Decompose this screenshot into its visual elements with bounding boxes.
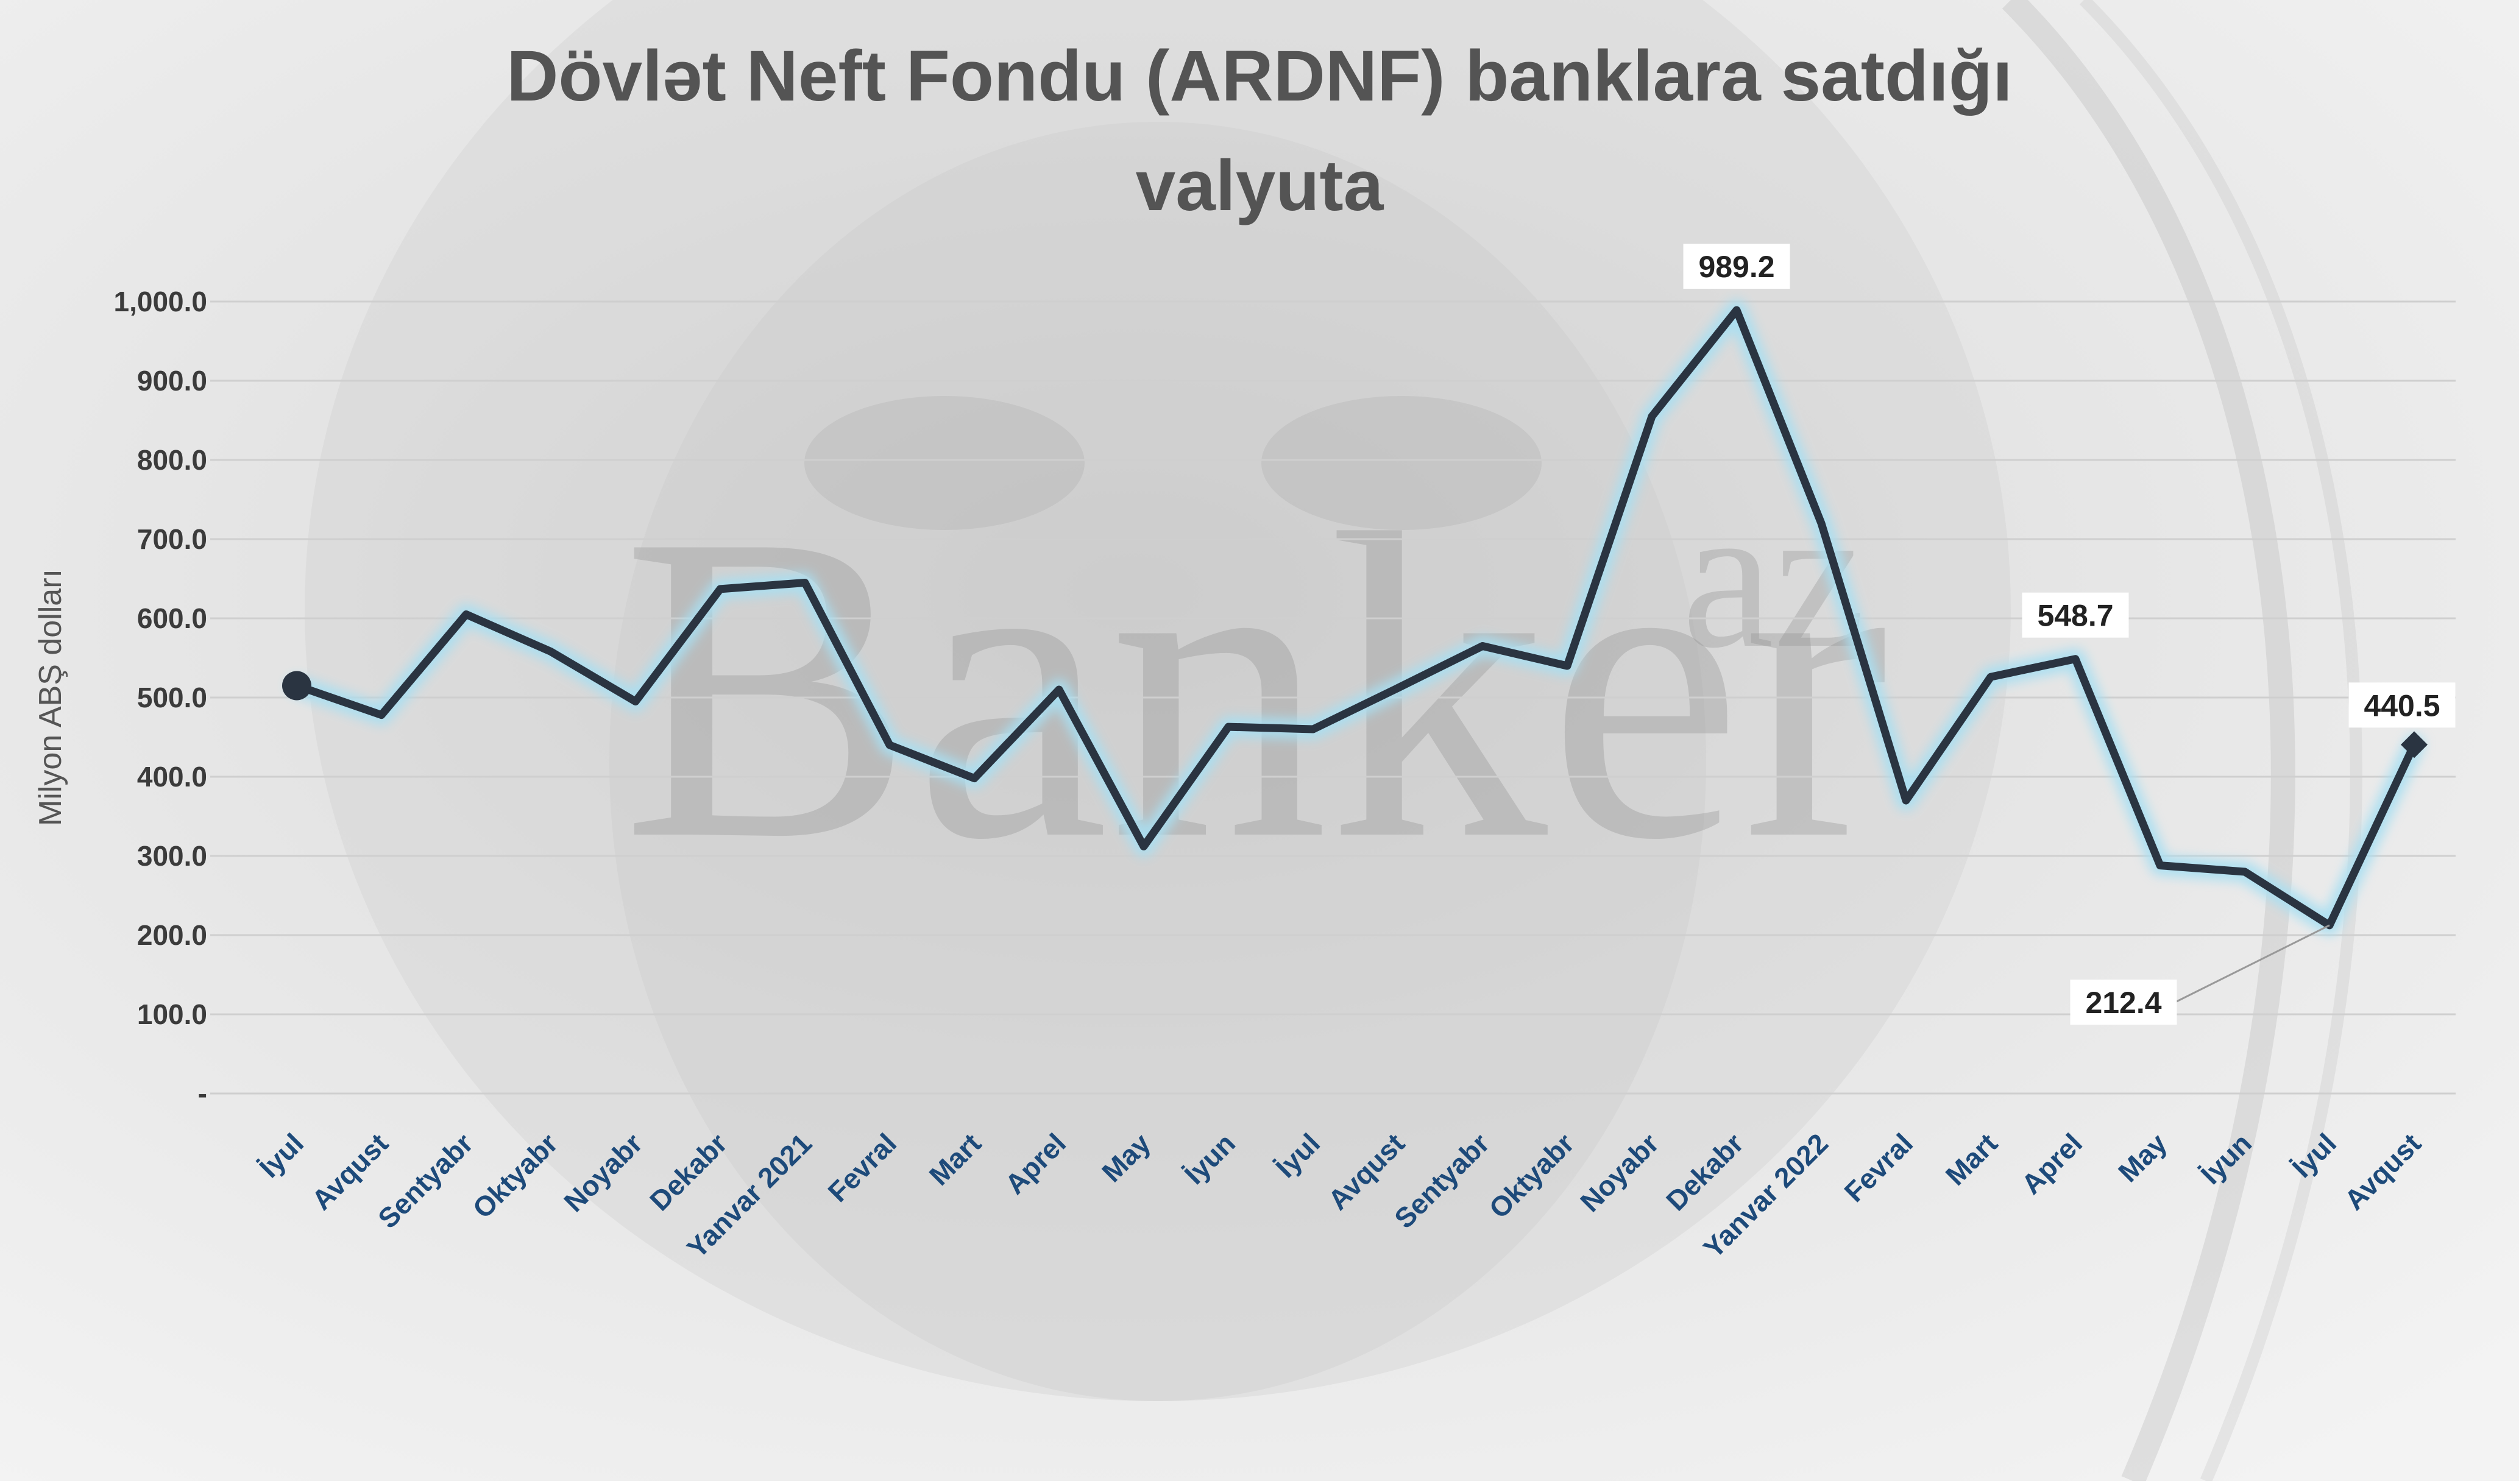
start-point-marker <box>282 671 311 701</box>
data-label-text: 440.5 <box>2364 688 2440 723</box>
title-line-2: valyuta <box>1136 146 1384 226</box>
watermark: Banker az <box>622 443 1888 930</box>
y-tick-label: 300.0 <box>137 840 207 872</box>
y-tick-label: - <box>198 1078 207 1109</box>
end-point-marker <box>2401 731 2428 758</box>
svg-text:Banker: Banker <box>622 443 1888 930</box>
y-tick-label: 400.0 <box>137 761 207 793</box>
y-tick-label: 700.0 <box>137 523 207 555</box>
chart-title: Dövlət Neft Fondu (ARDNF) banklara satdı… <box>506 36 2013 226</box>
data-label-text: 989.2 <box>1698 250 1774 284</box>
series-group <box>282 300 2428 936</box>
y-axis-ticks: - 100.0 200.0 300.0 400.0 500.0 600.0 700.0 800.… <box>114 286 207 1109</box>
series-line <box>292 306 2418 930</box>
y-axis-label: Milyon ABŞ dolları <box>33 569 68 826</box>
data-label-box <box>1683 244 1790 289</box>
data-label: 212.4 <box>2070 924 2330 1025</box>
data-label: 989.2 <box>1683 244 1790 289</box>
y-tick-label: 600.0 <box>137 602 207 634</box>
y-tick-label: 200.0 <box>137 919 207 951</box>
data-label-box <box>2022 592 2129 638</box>
title-line-1: Dövlət Neft Fondu (ARDNF) banklara satdı… <box>506 36 2013 116</box>
data-label: 440.5 <box>2348 682 2456 728</box>
y-tick-label: 100.0 <box>137 998 207 1030</box>
data-label: 548.7 <box>2022 592 2129 638</box>
y-tick-label: 1,000.0 <box>114 286 207 317</box>
data-label-text: 212.4 <box>2085 986 2161 1020</box>
data-label-box <box>2070 980 2177 1025</box>
y-tick-label: 500.0 <box>137 682 207 713</box>
data-label-leader <box>2175 924 2330 1003</box>
data-labels: 989.2 548.7 212.4 440.5 <box>1683 244 2456 1025</box>
data-label-text: 548.7 <box>2037 599 2113 633</box>
data-label-box <box>2348 682 2456 728</box>
y-tick-label: 800.0 <box>137 444 207 476</box>
y-tick-label: 900.0 <box>137 365 207 397</box>
